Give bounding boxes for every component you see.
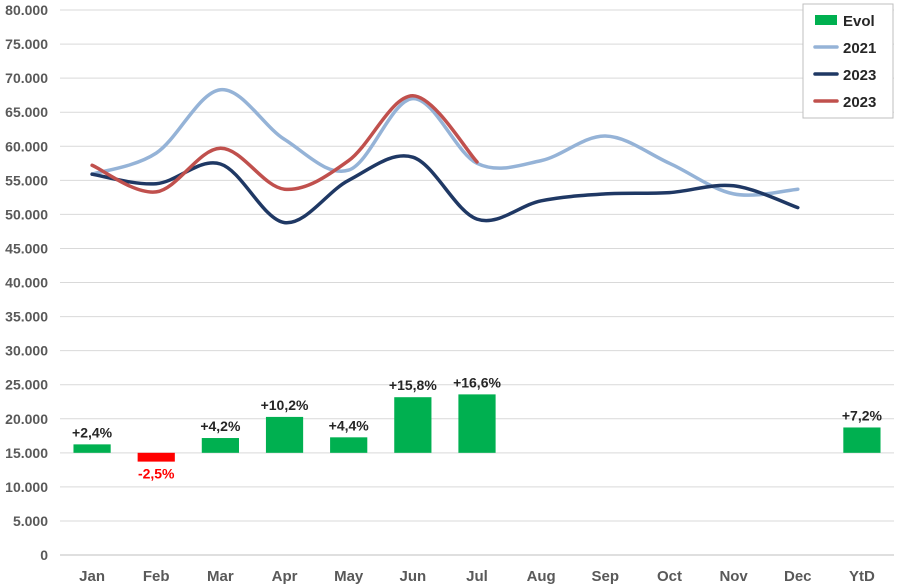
bar-data-label: +16,6% <box>453 374 501 390</box>
y-tick-label: 80.000 <box>5 2 48 18</box>
x-tick-label: Jun <box>400 568 427 585</box>
bar <box>201 438 239 453</box>
x-tick-label: Jul <box>466 568 488 585</box>
series-lines <box>90 87 800 225</box>
y-tick-label: 0 <box>40 547 48 563</box>
x-tick-label: Nov <box>719 568 748 585</box>
y-axis-ticks: 0 5.000 10.000 15.000 20.000 25.000 30.000 35.0… <box>5 2 48 563</box>
legend-label: 2023 <box>843 67 876 84</box>
y-tick-label: 20.000 <box>5 411 48 427</box>
bar-data-label: -2,5% <box>138 466 175 482</box>
bar <box>843 427 881 453</box>
x-tick-label: Jan <box>79 568 105 585</box>
y-tick-label: 45.000 <box>5 240 48 256</box>
bar-data-label: +2,4% <box>72 424 113 440</box>
x-tick-label: YtD <box>849 568 875 585</box>
series-line-1 <box>90 87 800 197</box>
legend-label: Evol <box>843 13 875 30</box>
y-tick-label: 40.000 <box>5 275 48 291</box>
x-tick-label: Apr <box>272 568 298 585</box>
x-axis-ticks: Jan Feb Mar Apr May Jun Jul Aug Sep Oct Nov Dec YtD <box>79 568 875 585</box>
bars <box>73 394 881 462</box>
legend: Evol 2021 2023 2023 <box>802 3 894 119</box>
y-tick-label: 10.000 <box>5 479 48 495</box>
x-tick-label: Feb <box>143 568 170 585</box>
y-tick-label: 15.000 <box>5 445 48 461</box>
bar <box>394 397 432 453</box>
y-tick-label: 25.000 <box>5 377 48 393</box>
x-tick-label: Sep <box>592 568 620 585</box>
bar <box>137 452 175 462</box>
legend-swatch-bar <box>815 15 837 25</box>
x-tick-label: Mar <box>207 568 234 585</box>
series-line-3 <box>90 94 479 194</box>
y-tick-label: 70.000 <box>5 70 48 86</box>
y-tick-label: 75.000 <box>5 36 48 52</box>
y-tick-label: 65.000 <box>5 104 48 120</box>
bar-data-label: +4,2% <box>200 418 241 434</box>
y-tick-label: 50.000 <box>5 206 48 222</box>
gridlines <box>60 9 894 556</box>
legend-label: 2023 <box>843 94 876 111</box>
data-labels: +2,4% -2,5% +4,2% +10,2% +4,4% +15,8% +16,6% +7… <box>72 374 882 481</box>
bar <box>330 437 368 453</box>
x-tick-label: Oct <box>657 568 682 585</box>
x-tick-label: Dec <box>784 568 812 585</box>
y-tick-label: 5.000 <box>13 513 48 529</box>
legend-label: 2021 <box>843 40 876 57</box>
x-tick-label: May <box>334 568 364 585</box>
bar-data-label: +15,8% <box>389 377 437 393</box>
bar <box>265 416 304 453</box>
y-tick-label: 60.000 <box>5 138 48 154</box>
x-tick-label: Aug <box>527 568 556 585</box>
y-tick-label: 30.000 <box>5 343 48 359</box>
y-tick-label: 35.000 <box>5 309 48 325</box>
y-tick-label: 55.000 <box>5 172 48 188</box>
bar-data-label: +10,2% <box>261 397 309 413</box>
bar <box>73 444 111 453</box>
bar <box>458 394 496 453</box>
series-line-2 <box>90 154 800 225</box>
bar-data-label: +4,4% <box>329 417 370 433</box>
bar-data-label: +7,2% <box>842 407 883 423</box>
